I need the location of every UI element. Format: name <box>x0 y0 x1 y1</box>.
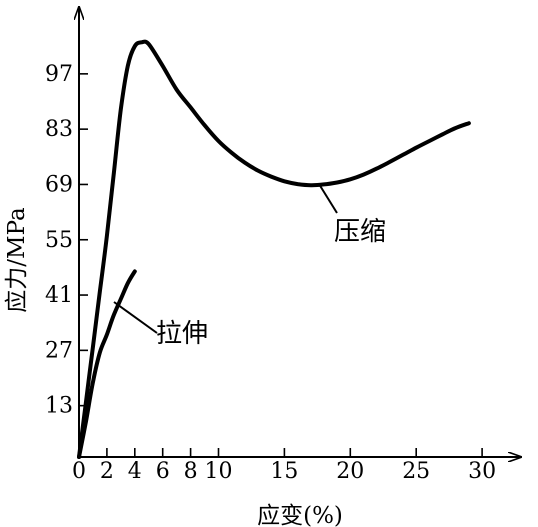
x-tick-label: 10 <box>205 459 233 484</box>
tension-curve <box>77 269 137 459</box>
y-tick-label: 41 <box>45 283 73 308</box>
y-axis-label: 应力/MPa <box>4 207 30 313</box>
x-tick-label: 4 <box>128 459 142 484</box>
x-tick-label: 2 <box>100 459 114 484</box>
y-tick-label: 55 <box>45 228 73 253</box>
y-tick-label: 13 <box>45 394 73 419</box>
x-tick-label: 6 <box>156 459 170 484</box>
x-tick-label: 0 <box>72 459 86 484</box>
compression-curve <box>77 39 471 459</box>
axis-ticks <box>78 73 483 457</box>
x-tick-label: 8 <box>184 459 198 484</box>
y-tick-label: 83 <box>45 117 73 142</box>
tension-label: 拉伸 <box>156 319 208 349</box>
y-tick-label: 27 <box>45 338 73 363</box>
y-tick-label: 69 <box>45 172 73 197</box>
x-tick-label: 25 <box>402 459 430 484</box>
x-tick-label: 30 <box>468 459 496 484</box>
axis-tick-labels: 0 2 4 6 8 10 15 20 25 30 13 27 41 55 69 83 97 <box>45 62 496 484</box>
tension-label-leader <box>113 301 158 334</box>
series-layer <box>77 39 471 459</box>
x-axis-label: 应变(%) <box>257 503 343 527</box>
compression-label: 压缩 <box>334 217 386 247</box>
x-tick-label: 15 <box>270 459 298 484</box>
compression-label-leader <box>318 183 338 214</box>
y-tick-label: 97 <box>45 62 73 87</box>
x-tick-label: 20 <box>336 459 364 484</box>
